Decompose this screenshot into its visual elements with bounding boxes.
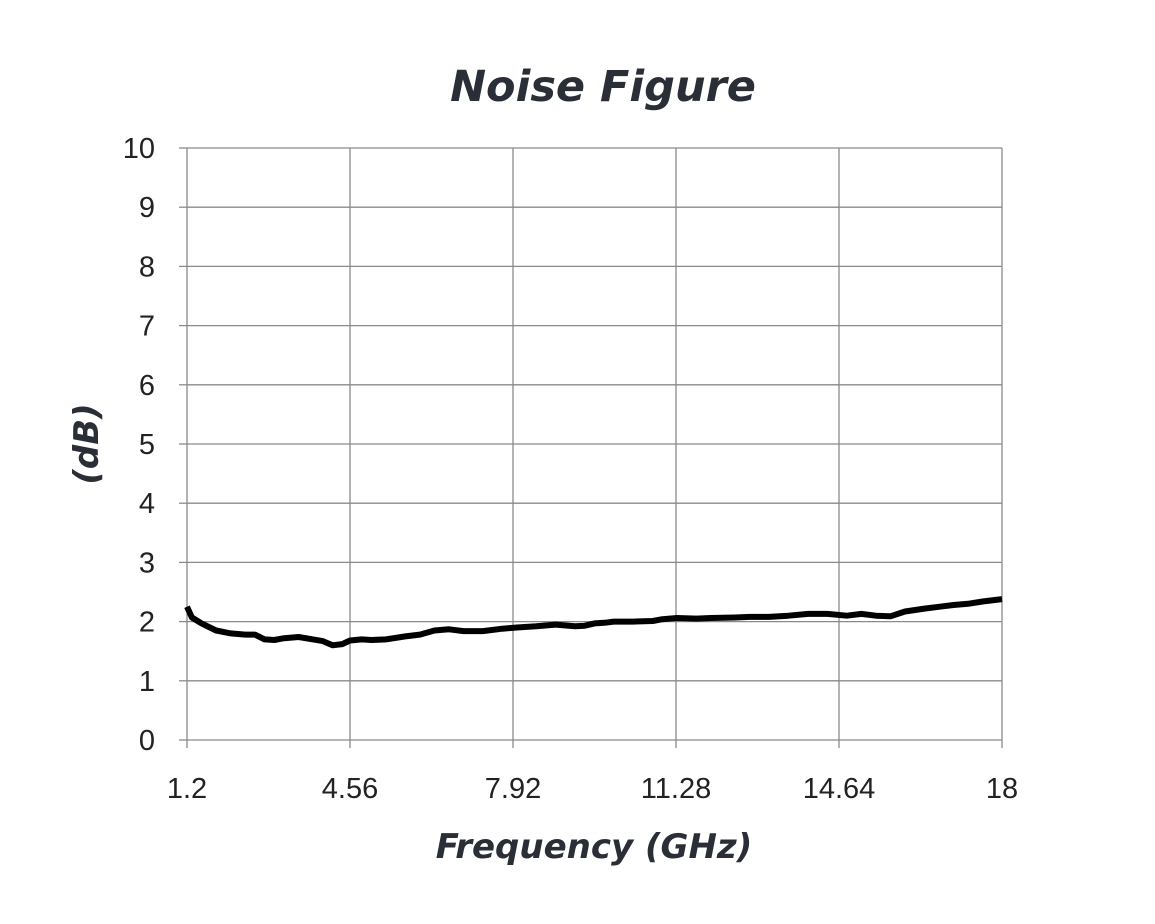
- gridlines: [186, 147, 1003, 741]
- x-tick-label: 18: [986, 773, 1018, 805]
- x-tick-labels: 1.2 4.56 7.92 11.28 14.64 18: [167, 773, 1018, 805]
- series-line: [184, 596, 1003, 649]
- y-tick-labels: 0 1 2 3 4 5 6 7 8 9 10: [123, 133, 155, 757]
- y-tick-label: 10: [123, 133, 155, 165]
- y-tick-label: 3: [139, 547, 155, 579]
- tick-marks: [179, 147, 1003, 748]
- y-tick-label: 0: [139, 725, 155, 757]
- series-layer: [184, 596, 1003, 649]
- y-tick-label: 1: [139, 666, 155, 698]
- x-axis-title: Frequency (GHz): [436, 827, 753, 867]
- y-tick-label: 6: [139, 370, 155, 402]
- y-tick-label: 4: [139, 488, 155, 520]
- y-tick-label: 9: [139, 192, 155, 224]
- y-tick-label: 8: [139, 251, 155, 283]
- x-tick-label: 4.56: [322, 773, 378, 805]
- x-tick-label: 7.92: [485, 773, 541, 805]
- chart-title: Noise Figure: [450, 62, 756, 112]
- y-tick-label: 7: [139, 311, 155, 343]
- x-tick-label: 14.64: [803, 773, 876, 805]
- y-axis-title: (dB): [67, 403, 107, 484]
- y-tick-label: 2: [139, 607, 155, 639]
- x-tick-label: 1.2: [167, 773, 207, 805]
- y-tick-label: 5: [139, 429, 155, 461]
- x-tick-label: 11.28: [641, 773, 711, 805]
